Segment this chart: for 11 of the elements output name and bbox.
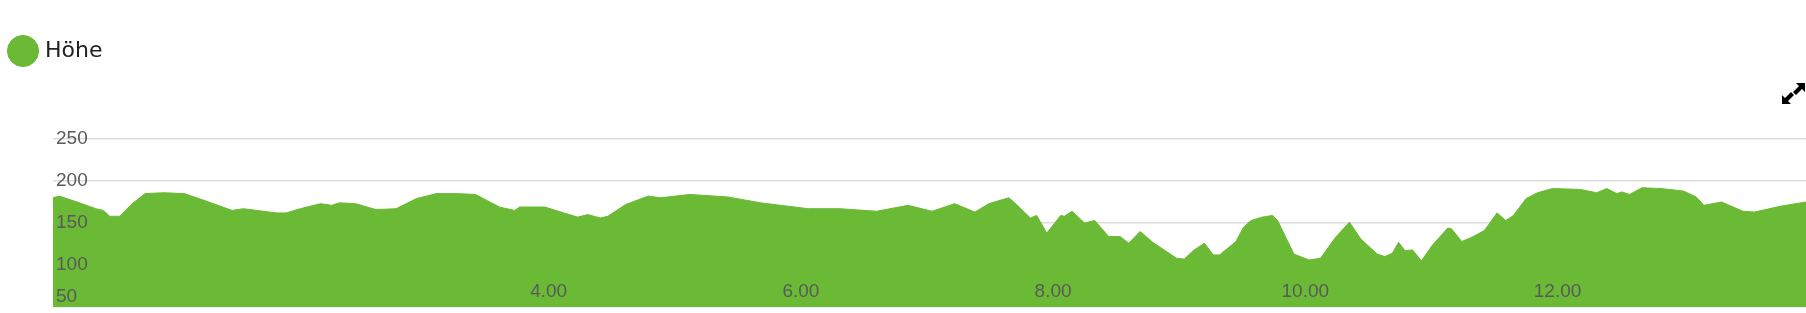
x-tick-label: 8.00 xyxy=(1034,280,1072,302)
y-tick-label: 200 xyxy=(56,169,88,191)
legend-label: Höhe xyxy=(45,36,103,62)
x-tick-label: 12.00 xyxy=(1533,280,1582,302)
x-tick-label: 6.00 xyxy=(782,280,820,302)
y-tick-label: 50 xyxy=(56,285,78,307)
x-tick-label: 4.00 xyxy=(530,280,568,302)
y-tick-label: 100 xyxy=(56,253,88,275)
y-tick-label: 250 xyxy=(56,127,88,149)
x-tick-label: 10.00 xyxy=(1281,280,1330,302)
y-tick-label: 150 xyxy=(56,211,88,233)
